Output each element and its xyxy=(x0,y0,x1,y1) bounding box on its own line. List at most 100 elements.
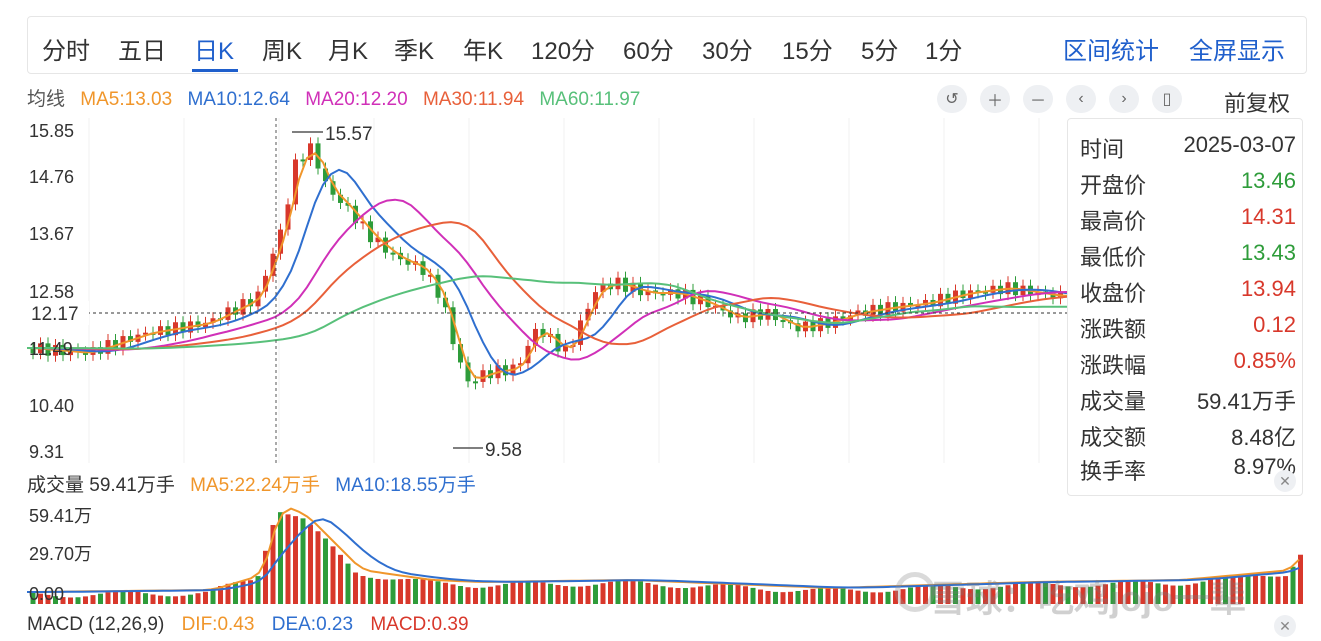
candle-body xyxy=(143,332,148,335)
volume-bar xyxy=(1028,581,1033,604)
candle-body xyxy=(743,313,748,323)
volume-ma-line-1 xyxy=(27,518,1300,593)
volume-bar xyxy=(488,586,493,604)
reset-icon[interactable]: ↺ xyxy=(937,85,967,113)
tab-daily-k[interactable]: 日K xyxy=(194,38,235,65)
candle-body xyxy=(473,381,478,384)
range-stats-button[interactable]: 区间统计 xyxy=(1063,38,1159,65)
volume-bar xyxy=(345,563,351,604)
ma20-value: MA20:12.20 xyxy=(305,89,408,110)
macd-dea: DEA:0.23 xyxy=(271,614,354,635)
volume-bar xyxy=(555,585,561,604)
volume-bar xyxy=(383,579,388,604)
volume-bar xyxy=(173,596,178,604)
period-tabs: 分时 五日 日K 周K 月K 季K 年K 120分 60分 30分 15分 5分… xyxy=(27,16,1307,74)
candle-body xyxy=(105,340,111,354)
volume-bar xyxy=(533,581,538,604)
volume-bar xyxy=(623,580,628,604)
volume-bar xyxy=(473,587,478,604)
tab-five-day[interactable]: 五日 xyxy=(118,38,166,65)
zoom-out-icon[interactable]: － xyxy=(1023,85,1053,113)
volume-bar xyxy=(660,586,666,604)
volume-bar xyxy=(315,531,321,604)
volume-bar xyxy=(83,596,88,604)
ma-legend: 均线 MA5:13.03 MA10:12.64 MA20:12.20 MA30:… xyxy=(27,84,650,110)
volume-bar xyxy=(293,516,298,604)
tab-weekly-k[interactable]: 周K xyxy=(262,38,303,65)
volume-bar xyxy=(840,588,846,604)
volume-bar xyxy=(518,581,523,604)
tab-120min[interactable]: 120分 xyxy=(531,38,596,65)
info-row-open: 开盘价 13.46 xyxy=(1080,168,1296,198)
candle-body xyxy=(83,352,88,355)
candle-body xyxy=(975,290,981,293)
tab-5min[interactable]: 5分 xyxy=(861,38,899,65)
volume-bar xyxy=(855,590,861,604)
volume-bar xyxy=(885,591,891,604)
info-row-change-pct: 涨跌幅 0.85% xyxy=(1080,348,1296,378)
tab-monthly-k[interactable]: 月K xyxy=(328,38,369,65)
candle-body xyxy=(210,318,216,323)
info-label: 收盘价 xyxy=(1080,281,1147,306)
volume-bar xyxy=(878,592,883,604)
volume-bar xyxy=(1140,581,1146,604)
volume-bar xyxy=(75,597,81,604)
volume-bar xyxy=(653,584,658,604)
volume-bar xyxy=(600,583,606,604)
volume-bar xyxy=(38,593,43,604)
candle-body xyxy=(285,204,291,230)
volume-bar xyxy=(863,591,868,604)
price-tick: 12.58 xyxy=(29,282,74,302)
volume-bar xyxy=(1088,586,1093,604)
info-row-volume: 成交量 59.41万手 xyxy=(1080,384,1296,414)
volume-bar xyxy=(428,580,433,604)
tab-intraday[interactable]: 分时 xyxy=(42,38,90,65)
info-row-turnover: 成交额 8.48亿 xyxy=(1080,420,1296,450)
volume-bar xyxy=(750,587,756,604)
volume-bar xyxy=(765,590,771,604)
volume-bar xyxy=(735,584,741,604)
tab-quarterly-k[interactable]: 季K xyxy=(394,38,435,65)
volume-bar xyxy=(780,592,786,604)
close-info-icon[interactable]: ✕ xyxy=(1274,470,1296,492)
candlestick-icon[interactable]: ▯ xyxy=(1152,85,1182,113)
ma-line-1 xyxy=(27,168,1068,376)
volume-bar xyxy=(458,586,463,604)
volume-bar xyxy=(375,578,381,604)
chevron-right-icon[interactable]: › xyxy=(1109,85,1139,113)
volume-bar xyxy=(113,591,118,604)
close-macd-icon[interactable]: ✕ xyxy=(1274,615,1296,637)
volume-bar xyxy=(705,585,711,604)
info-value: 8.48亿 xyxy=(1231,425,1296,450)
info-label: 涨跌额 xyxy=(1080,317,1147,342)
volume-bar xyxy=(1200,581,1206,604)
volume-chart[interactable]: 59.41万 29.70万 0.00 xyxy=(27,500,1307,606)
chevron-left-icon[interactable]: ‹ xyxy=(1066,85,1096,113)
tab-1min[interactable]: 1分 xyxy=(925,38,963,65)
tab-30min[interactable]: 30分 xyxy=(702,38,753,65)
volume-bar xyxy=(1215,577,1221,604)
volume-bar xyxy=(323,538,328,604)
volume-bar xyxy=(945,585,951,604)
adjust-mode-button[interactable]: 前复权 xyxy=(1224,91,1291,116)
tab-15min[interactable]: 15分 xyxy=(782,38,833,65)
volume-bar xyxy=(1110,582,1116,604)
tab-yearly-k[interactable]: 年K xyxy=(463,38,504,65)
volume-bar xyxy=(308,524,313,604)
current-price-box xyxy=(27,301,89,325)
volume-bar xyxy=(1238,574,1243,604)
tab-60min[interactable]: 60分 xyxy=(623,38,674,65)
candle-body xyxy=(585,308,591,321)
volume-tick: 0.00 xyxy=(29,584,64,604)
volume-bar xyxy=(1193,583,1198,604)
volume-ma5: MA5:22.24万手 xyxy=(190,475,321,496)
volume-bar xyxy=(698,586,703,604)
candle-body xyxy=(270,253,276,276)
fullscreen-button[interactable]: 全屏显示 xyxy=(1189,38,1285,65)
zoom-in-icon[interactable]: ＋ xyxy=(980,85,1010,113)
volume-bar xyxy=(668,587,673,604)
candle-body xyxy=(870,304,876,316)
candle-body xyxy=(420,261,426,275)
volume-bar xyxy=(1185,584,1191,604)
candle-body xyxy=(593,292,598,309)
